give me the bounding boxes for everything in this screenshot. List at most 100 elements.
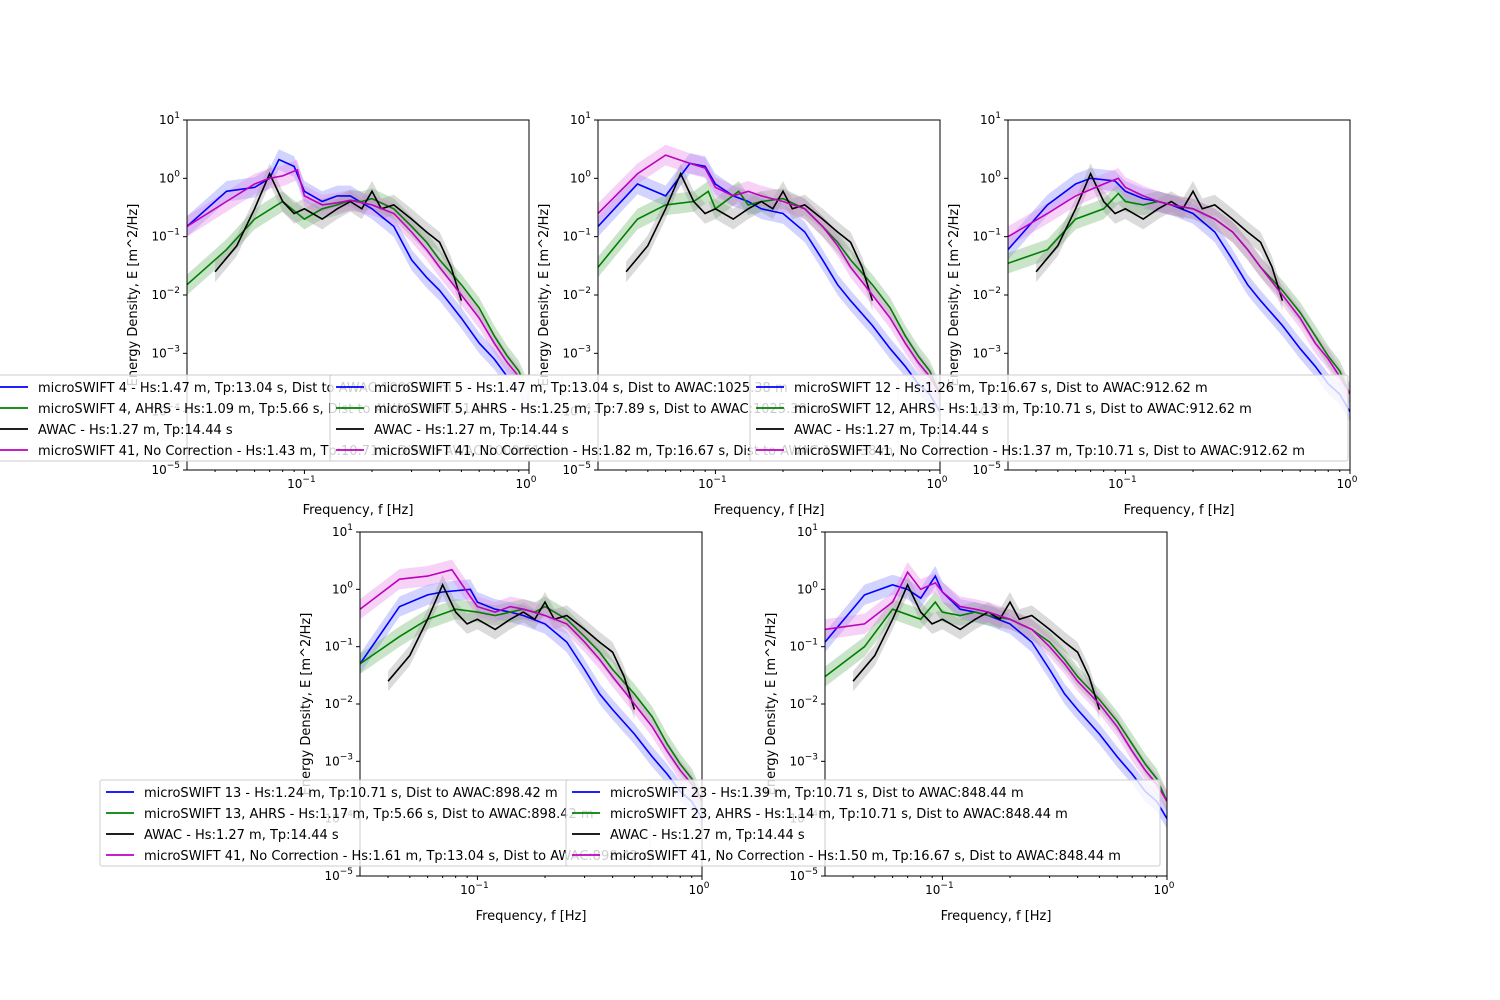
y-tick-label: 101 [797,523,818,539]
confidence-band-3 [215,163,462,311]
series-line-1 [1008,177,1350,413]
y-axis-label: Energy Density, E [m^2/Hz] [126,204,141,387]
confidence-band-3 [626,163,873,311]
x-tick-label: 10−1 [287,475,316,491]
y-tick-label: 10−2 [789,695,818,711]
y-tick-label: 10−3 [789,752,818,768]
y-axis-label: Energy Density, E [m^2/Hz] [537,204,552,387]
x-tick-label: 10−1 [460,881,489,897]
plot-area [598,144,940,422]
legend-entry: AWAC - Hs:1.27 m, Tp:14.44 s [144,828,339,843]
legend-entry: microSWIFT 5, AHRS - Hs:1.25 m, Tp:7.89 … [374,402,824,417]
plot-area [187,149,529,422]
y-tick-label: 10−1 [324,638,353,654]
y-axis-label: Energy Density, E [m^2/Hz] [299,613,314,796]
y-tick-label: 10−3 [324,752,353,768]
plot-area [360,559,702,829]
confidence-band-4 [1008,168,1350,405]
legend-entry: microSWIFT 23, AHRS - Hs:1.14 m, Tp:10.7… [610,807,1068,822]
y-tick-label: 10−2 [972,286,1001,302]
legend-entry: AWAC - Hs:1.27 m, Tp:14.44 s [374,423,569,438]
series-line-2 [360,605,702,802]
x-tick-label: 100 [515,475,536,491]
y-tick-label: 10−5 [789,867,818,883]
legend-box [565,779,1161,867]
legend: microSWIFT 12 - Hs:1.26 m, Tp:16.67 s, D… [749,374,1349,462]
y-tick-label: 101 [332,523,353,539]
series-line-2 [598,190,940,395]
confidence-band-1 [187,149,529,422]
confidence-band-3 [1036,163,1283,311]
legend: microSWIFT 23 - Hs:1.39 m, Tp:10.71 s, D… [565,779,1161,867]
legend-entry: microSWIFT 41, No Correction - Hs:1.37 m… [794,444,1305,459]
legend-entry: microSWIFT 5 - Hs:1.47 m, Tp:13.04 s, Di… [374,381,788,396]
legend-entry: microSWIFT 12, AHRS - Hs:1.13 m, Tp:10.7… [794,402,1252,417]
series-line-4 [598,154,940,395]
legend-entry: microSWIFT 12 - Hs:1.26 m, Tp:16.67 s, D… [794,381,1208,396]
plot-area [825,562,1167,829]
x-axis-label: Frequency, f [Hz] [476,909,587,924]
series-line-3 [1035,171,1284,301]
series-line-3 [214,171,463,301]
y-tick-label: 101 [159,111,180,127]
x-tick-label: 10−1 [698,475,727,491]
subplot-4: 10−110010110010−110−210−310−410−5Frequen… [99,523,710,924]
y-tick-label: 10−5 [324,867,353,883]
series-line-1 [187,158,529,413]
plot-area [1008,163,1350,422]
y-tick-label: 10−2 [151,286,180,302]
x-tick-label: 100 [1336,475,1357,491]
legend-entry: AWAC - Hs:1.27 m, Tp:14.44 s [610,828,805,843]
confidence-band-4 [360,559,702,812]
legend-box [749,374,1349,462]
legend-entry: microSWIFT 13 - Hs:1.24 m, Tp:10.71 s, D… [144,786,558,801]
x-tick-label: 100 [1153,881,1174,897]
y-tick-label: 10−3 [151,344,180,360]
confidence-band-4 [187,159,529,412]
y-tick-label: 100 [332,580,353,596]
subplot-5: 10−110010110010−110−210−310−410−5Frequen… [565,523,1175,924]
confidence-band-2 [825,592,1167,812]
y-tick-label: 10−3 [972,344,1001,360]
confidence-band-3 [853,574,1100,720]
y-tick-label: 10−2 [562,286,591,302]
legend-entry: microSWIFT 41, No Correction - Hs:1.61 m… [144,849,655,864]
y-tick-label: 10−1 [972,228,1001,244]
x-tick-label: 10−1 [925,881,954,897]
legend-entry: AWAC - Hs:1.27 m, Tp:14.44 s [794,423,989,438]
y-tick-label: 100 [570,169,591,185]
legend-entry: microSWIFT 13, AHRS - Hs:1.17 m, Tp:5.66… [144,807,594,822]
y-tick-label: 10−1 [789,638,818,654]
y-tick-label: 101 [980,111,1001,127]
x-tick-label: 100 [926,475,947,491]
legend-entry: microSWIFT 41, No Correction - Hs:1.50 m… [610,849,1121,864]
legend: microSWIFT 13 - Hs:1.24 m, Tp:10.71 s, D… [99,779,655,867]
y-axis-label: Energy Density, E [m^2/Hz] [764,613,779,796]
confidence-band-2 [187,188,529,405]
legend-entry: microSWIFT 23 - Hs:1.39 m, Tp:10.71 s, D… [610,786,1024,801]
series-line-4 [187,168,529,402]
x-axis-label: Frequency, f [Hz] [941,909,1052,924]
confidence-band-4 [825,562,1167,812]
y-tick-label: 10−5 [562,461,591,477]
y-axis-label: Energy Density, E [m^2/Hz] [947,204,962,387]
confidence-band-4 [598,144,940,405]
x-axis-label: Frequency, f [Hz] [303,503,414,518]
y-tick-label: 10−1 [562,228,591,244]
y-tick-label: 101 [570,111,591,127]
x-axis-label: Frequency, f [Hz] [1124,503,1235,518]
y-tick-label: 100 [159,169,180,185]
y-tick-label: 10−2 [324,695,353,711]
series-line-3 [387,582,636,710]
x-tick-label: 10−1 [1108,475,1137,491]
x-axis-label: Frequency, f [Hz] [714,503,825,518]
y-tick-label: 10−5 [972,461,1001,477]
subplot-3: 10−110010110010−110−210−310−410−5Frequen… [749,111,1358,518]
series-line-4 [360,568,702,802]
y-tick-label: 10−5 [151,461,180,477]
series-line-2 [1008,192,1350,395]
y-tick-label: 100 [797,580,818,596]
series-line-3 [625,171,874,301]
x-tick-label: 100 [688,881,709,897]
